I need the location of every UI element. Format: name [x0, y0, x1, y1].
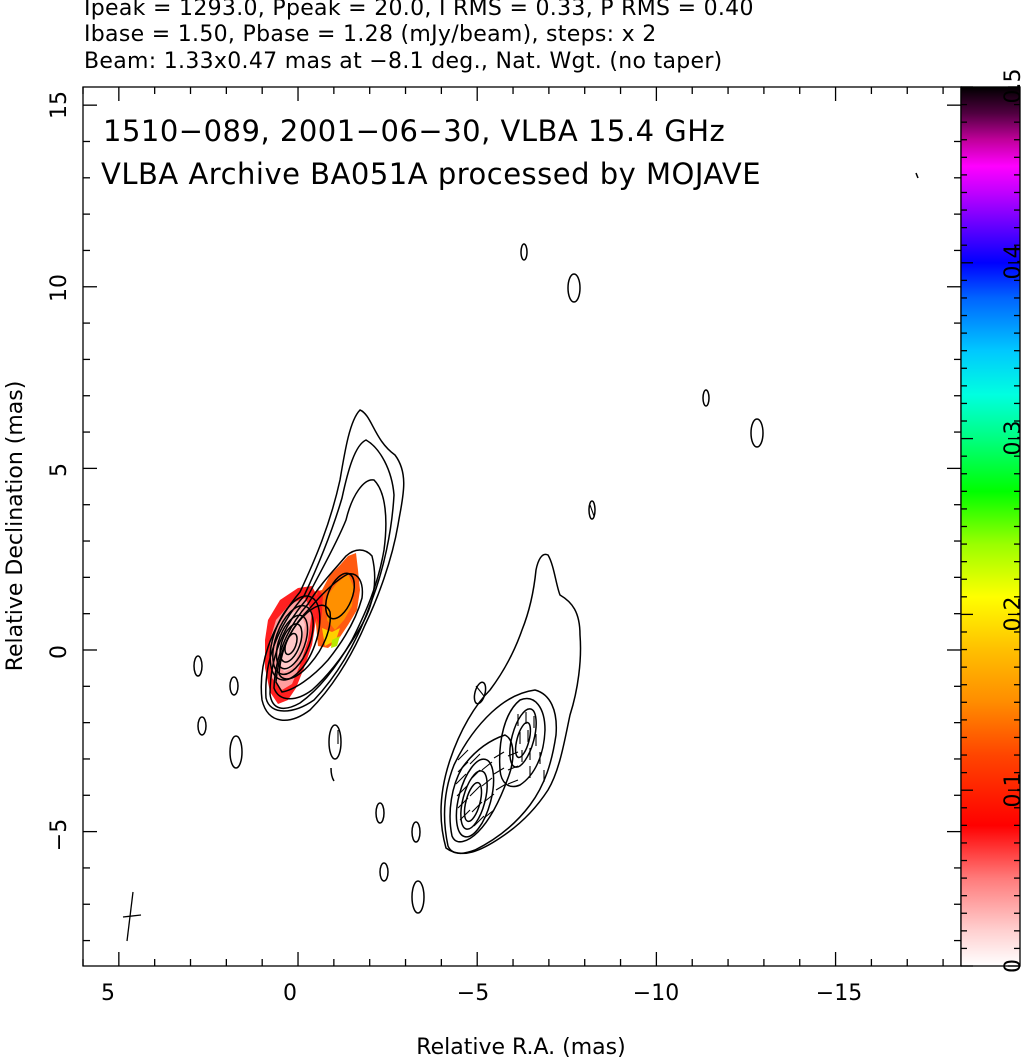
knot-contour-inner: [324, 572, 356, 620]
x-axis-label: Relative R.A. (mas): [416, 1035, 625, 1060]
jet-knot-contour-2: [460, 770, 488, 830]
core-contour-1: [260, 409, 405, 721]
isolated-contour: [702, 389, 710, 407]
y-tick-label: −5: [47, 819, 72, 851]
core-contour-3: [269, 479, 387, 710]
colorbar-tick-label: 0.3: [1001, 421, 1022, 456]
isolated-contour: [328, 724, 342, 760]
y-tick-label: 15: [47, 91, 72, 119]
x-tick-label: 0: [283, 981, 297, 1006]
isolated-contour: [379, 862, 389, 882]
isolated-contour: [915, 172, 919, 179]
colorbar: [960, 86, 1021, 967]
colorbar-ticks: [961, 86, 1020, 967]
beam-marker: [122, 891, 142, 942]
y-tick-label: 10: [47, 274, 72, 302]
x-tick-label: 5: [101, 981, 115, 1006]
isolated-contour: [375, 802, 385, 824]
core-contour-8: [272, 604, 314, 676]
isolated-contour: [229, 735, 243, 769]
isolated-contour: [411, 880, 425, 914]
isolated-contour: [193, 655, 203, 677]
intensity-contours: [193, 172, 919, 914]
core-contour-6: [278, 604, 332, 680]
x-tick-label: −10: [633, 981, 679, 1006]
y-tick-label: 0: [47, 645, 72, 659]
colorbar-tick-label: 0: [1001, 959, 1022, 973]
map-subtitle: VLBA Archive BA051A processed by MOJAVE: [101, 157, 761, 191]
jet-contour-2: [443, 689, 558, 855]
axis-ticks: [82, 87, 961, 966]
isolated-contour: [411, 821, 421, 843]
jet-contour-4: [498, 697, 546, 788]
core-contour-11: [284, 632, 298, 656]
y-tick-label: 5: [47, 463, 72, 477]
plot-frame: [82, 86, 962, 967]
isolated-contour: [567, 273, 581, 303]
header-line-3: Beam: 1.33x0.47 mas at −8.1 deg., Nat. W…: [84, 49, 723, 74]
isolated-contour: [197, 716, 207, 736]
jet-knot-contour-5: [514, 721, 532, 759]
colorbar-tick-label: 0.4: [1001, 245, 1022, 280]
colorbar-tick-label: 0.5: [1001, 69, 1022, 104]
isolated-contour: [588, 500, 596, 520]
y-axis-label: Relative Declination (mas): [3, 381, 28, 672]
jet-knot-contour-1: [455, 758, 495, 838]
x-tick-label: −15: [816, 981, 862, 1006]
isolated-contour: [750, 418, 764, 448]
evpa-vectors: [337, 504, 595, 827]
header-line-2: Ibase = 1.50, Pbase = 1.28 (mJy/beam), s…: [84, 22, 657, 47]
polarization-color-overlay: [265, 553, 360, 704]
jet-contour-3: [449, 734, 514, 843]
isolated-contour: [520, 243, 528, 261]
header-line-1: Ipeak = 1293.0, Ppeak = 20.0, I RMS = 0.…: [84, 0, 754, 21]
colorbar-tick-label: 0.2: [1001, 597, 1022, 632]
isolated-contour: [330, 767, 335, 782]
isolated-contour: [229, 676, 239, 696]
x-tick-label: −5: [457, 981, 489, 1006]
core-contour-2: [265, 439, 395, 712]
core-contour-7: [269, 595, 321, 681]
colorbar-tick-label: 0.1: [1001, 773, 1022, 808]
map-title: 1510−089, 2001−06−30, VLBA 15.4 GHz: [103, 114, 725, 148]
small-contour-near-jet: [473, 681, 487, 705]
core-contour-10: [279, 623, 303, 663]
core-contour-9: [275, 614, 309, 670]
jet-outer-contour: [440, 553, 582, 855]
